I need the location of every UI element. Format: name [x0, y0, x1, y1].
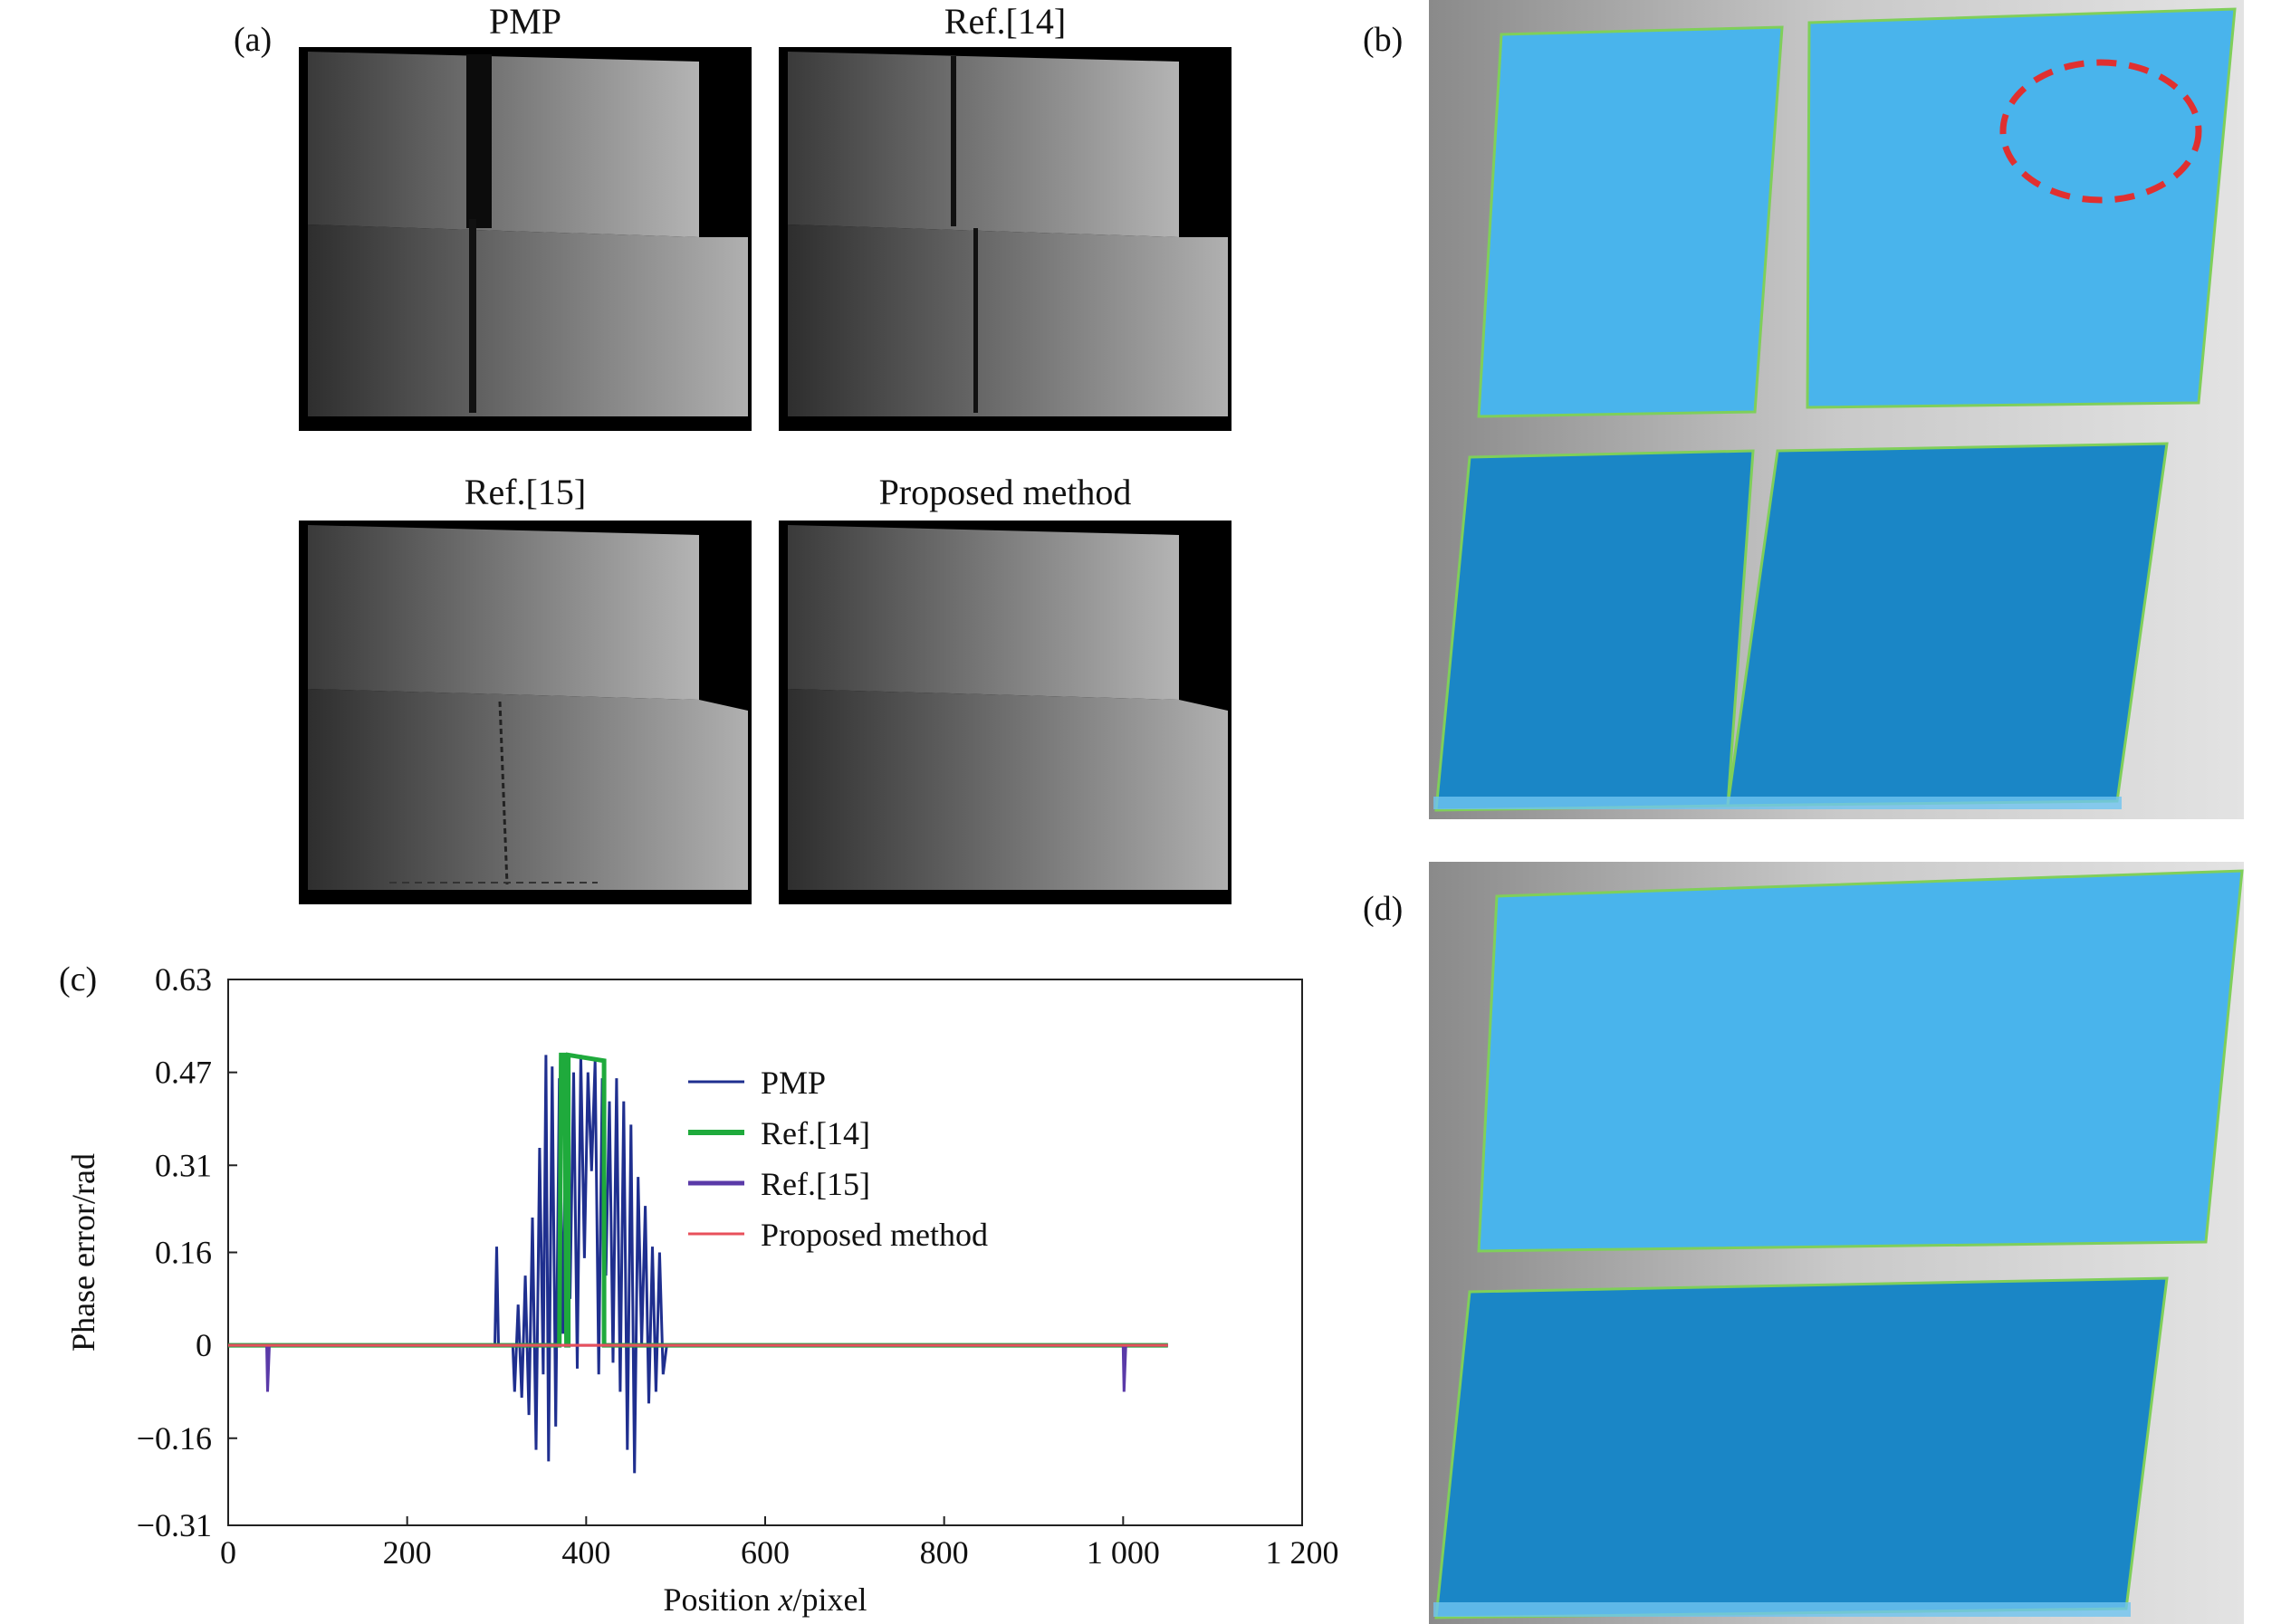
legend-label-3: Proposed method — [761, 1217, 988, 1253]
panel-d-label: (d) — [1363, 890, 1404, 928]
subplot-title-pmp: PMP — [488, 1, 562, 42]
phase-map-ref15 — [299, 521, 752, 904]
y-tick-label: 0.16 — [155, 1235, 212, 1271]
legend-label-1: Ref.[14] — [761, 1115, 870, 1151]
series-line-2 — [228, 1343, 1168, 1392]
y-tick-label: 0.47 — [155, 1055, 212, 1091]
reconstruction-proposed — [1429, 862, 2244, 1624]
subplot-title-ref15: Ref.[15] — [464, 472, 587, 512]
phase-map-proposed — [779, 521, 1232, 904]
x-tick-label: 1 200 — [1266, 1534, 1339, 1571]
y-tick-label: 0.31 — [155, 1147, 212, 1183]
subplot-title-proposed: Proposed method — [878, 472, 1132, 512]
x-tick-label: 800 — [920, 1534, 969, 1571]
x-tick-label: 0 — [220, 1534, 236, 1571]
reconstruction-with-gap — [1429, 0, 2244, 819]
phase-map-ref14 — [779, 47, 1232, 431]
x-tick-label: 600 — [741, 1534, 790, 1571]
panel-c-label: (c) — [59, 960, 98, 998]
panel-b-label: (b) — [1363, 21, 1404, 59]
x-tick-label: 1 000 — [1087, 1534, 1160, 1571]
legend-label-2: Ref.[15] — [761, 1166, 870, 1202]
x-tick-label: 400 — [561, 1534, 610, 1571]
x-tick-label: 200 — [383, 1534, 432, 1571]
y-tick-label: −0.31 — [137, 1507, 212, 1543]
y-tick-label: −0.16 — [137, 1420, 212, 1457]
phase-error-chart: 0 200 400 600 800 1 000 1 200 0.63 0.47 0.31 0.16 0… — [0, 941, 1394, 1624]
subplot-title-ref14: Ref.[14] — [944, 1, 1067, 42]
legend-label-0: PMP — [761, 1065, 826, 1101]
series-line-1 — [228, 1052, 1168, 1348]
y-axis-label: Phase error/rad — [65, 1153, 101, 1352]
y-tick-label: 0 — [196, 1327, 212, 1363]
series-line-0 — [228, 1055, 1168, 1474]
y-tick-label: 0.63 — [155, 961, 212, 998]
phase-map-pmp — [299, 47, 752, 431]
x-axis-label: Position x/pixel — [663, 1581, 867, 1618]
panel-a-label: (a) — [234, 21, 273, 59]
